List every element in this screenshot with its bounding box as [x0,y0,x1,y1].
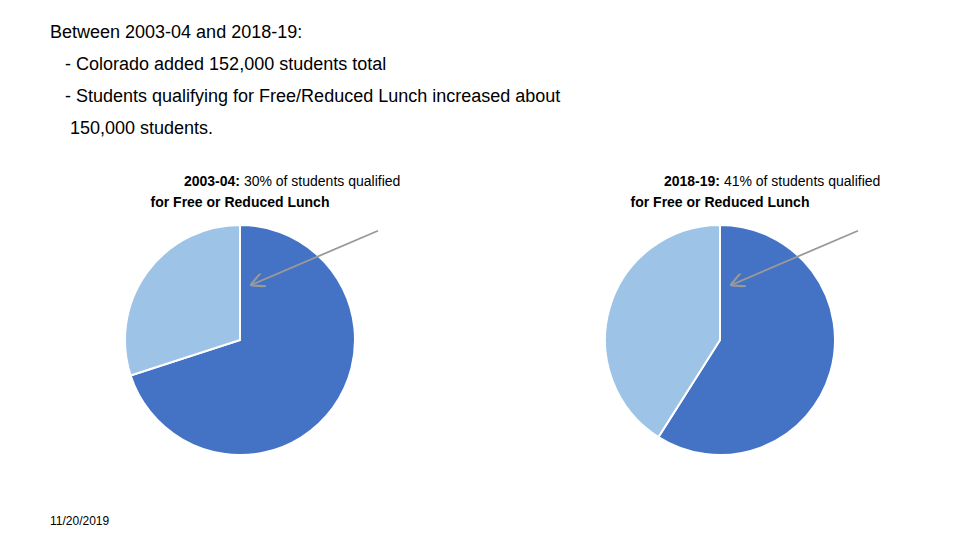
pointer-arrow [732,231,859,285]
title-line: 150,000 students. [50,118,213,138]
pie-slices [125,225,355,455]
pie-title: 2003-04: [184,173,240,189]
pie-title-part: 30% of students qualified [240,173,400,189]
title-line: Between 2003-04 and 2018-19: [50,22,302,42]
pie-slice [125,225,240,376]
pie-slices [605,225,835,455]
pie-chart: 2003-04: 30% of students qualified for Fr… [125,173,400,455]
figure-title: Between 2003-04 and 2018-19: - Colorado … [50,22,560,138]
pointer-arrow [252,231,379,285]
pie-title: 41% of students qualified [720,173,880,189]
pie-title-part: 41% of students qualified [720,173,880,189]
chart-svg: Between 2003-04 and 2018-19: - Colorado … [0,0,960,540]
pie-slice [605,225,720,437]
title-line: - Colorado added 152,000 students total [50,54,386,74]
date-label: 11/20/2019 [50,514,109,528]
pie-title: 30% of students qualified [240,173,400,189]
pie-subtitle: for Free or Reduced Lunch [151,194,330,210]
title-line: - Students qualifying for Free/Reduced L… [50,86,560,106]
pie-subtitle: for Free or Reduced Lunch [631,194,810,210]
pie-chart: 2018-19: 41% of students qualified for Fr… [605,173,880,455]
pie-title: 2018-19: [664,173,720,189]
